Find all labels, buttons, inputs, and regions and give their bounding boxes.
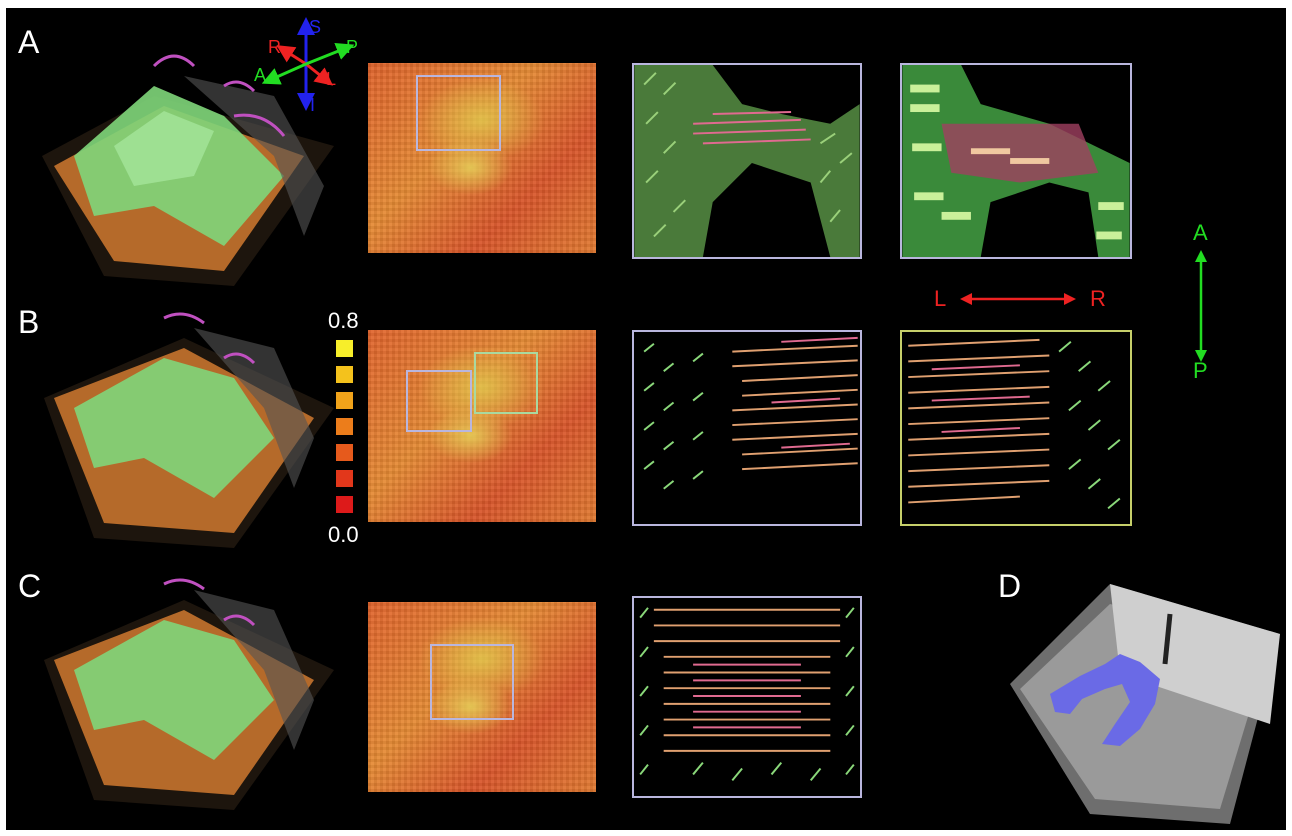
panel-label-a: A [18,24,40,60]
3d-render-d [1010,584,1280,824]
figure-canvas: A S I R L P A [6,8,1286,830]
axis-label-a: A [254,65,267,85]
3d-render-a [42,54,334,286]
roi-box-c [430,644,514,720]
axis-label-2d-p: P [1193,358,1208,383]
axis-label-i: I [310,95,316,115]
colorbar-swatch-3 [336,392,353,409]
colorbar-max-label: 0.8 [328,308,359,333]
roi-box-b-right [474,352,538,414]
panel-label-c: C [18,568,42,604]
fa-slice-c [368,602,596,792]
axis-label-s: S [309,17,322,37]
axis-label-l: L [326,69,337,89]
colorbar-swatch-4 [336,418,353,435]
axis-label-p: P [346,37,359,57]
panel-label-d: D [998,568,1022,604]
orientation-marker-3d [261,17,355,111]
colorbar-swatch-1 [336,340,353,357]
lr-arrow [960,293,1076,305]
axis-label-2d-a: A [1193,220,1208,245]
3d-render-c [44,578,334,810]
axis-label-r: R [268,37,281,57]
ap-arrow [1195,250,1207,362]
roi-box-b-left [406,370,472,432]
colorbar-min-label: 0.0 [328,522,359,547]
vector-field-b1 [632,330,862,526]
colorbar-swatch-5 [336,444,353,461]
3d-render-b [44,312,334,548]
vector-field-a2 [900,63,1132,259]
vector-field-b2 [900,330,1132,526]
panel-label-b: B [18,304,40,340]
colorbar-swatch-7 [336,496,353,513]
fa-slice-b [368,330,596,522]
fa-slice-a [368,63,596,253]
colorbar-swatch-6 [336,470,353,487]
vector-field-a1 [632,63,862,259]
vector-field-c [632,596,862,798]
roi-box-a [416,75,501,151]
colorbar-swatch-2 [336,366,353,383]
axis-label-2d-r: R [1090,286,1106,311]
axis-label-2d-l: L [934,286,947,311]
